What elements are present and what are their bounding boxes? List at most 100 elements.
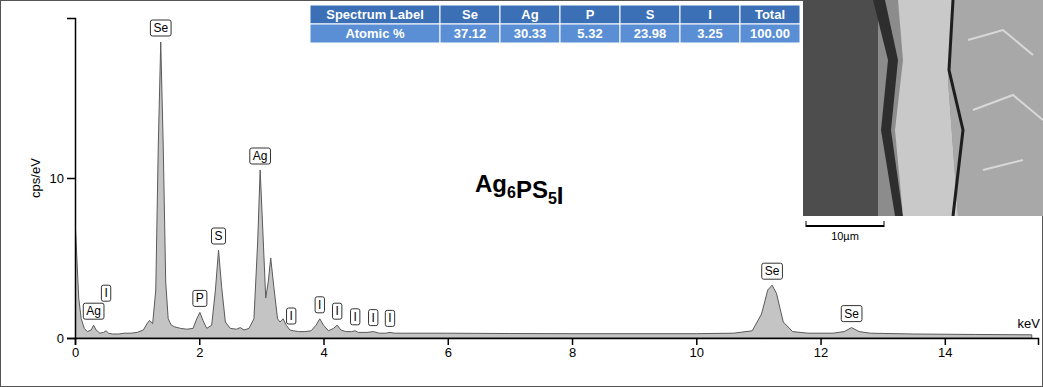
x-tick-label: 14: [938, 345, 952, 360]
scale-bar-end: [884, 221, 885, 227]
peak-label-text: I: [372, 311, 375, 325]
sem-grains: [948, 0, 1043, 216]
x-tick-label: 12: [814, 345, 828, 360]
table-header-text: Total: [755, 7, 785, 22]
peak-label-text: I: [104, 286, 107, 300]
table-cell-text: Atomic %: [345, 26, 405, 41]
scale-bar-label: 10µm: [831, 230, 859, 242]
peak-label-box: [762, 263, 783, 279]
x-tick-label: 0: [72, 345, 79, 360]
x-tick-label: 6: [445, 345, 452, 360]
title-text: PS: [516, 176, 548, 203]
table-cell: [310, 5, 440, 24]
table-cell: [740, 5, 800, 24]
peak-label-box: [83, 303, 104, 319]
x-tick: 2: [196, 338, 203, 360]
peak-label-text: I: [336, 304, 339, 318]
peak-label-box: [841, 306, 862, 322]
table-header-text: P: [586, 7, 595, 22]
peak-label-box: [250, 148, 271, 164]
x-tick-mark: [323, 338, 325, 345]
peak-label-text: I: [388, 311, 391, 325]
title-subscript: 5: [548, 190, 557, 207]
table-cell: [440, 5, 500, 24]
sem-bright-band: [895, 0, 958, 216]
table-cell: [680, 5, 740, 24]
peak-label: I: [369, 310, 378, 326]
x-tick: 8: [569, 338, 576, 360]
y-tick-label: 0: [57, 331, 64, 346]
peak-label: Ag: [250, 148, 271, 164]
peak-label-text: S: [215, 229, 223, 243]
table-header-text: Se: [462, 7, 478, 22]
table-cell: [620, 24, 680, 43]
peak-label-box: [150, 20, 171, 36]
peak-label-box: [351, 309, 360, 325]
x-tick-mark: [199, 338, 201, 345]
peak-label-text: I: [318, 298, 321, 312]
table-cell: [560, 24, 620, 43]
sem-dark-band: [803, 0, 878, 216]
table-cell: [740, 24, 800, 43]
table-cell: [500, 24, 560, 43]
y-tick: 0: [57, 331, 75, 346]
sem-grain-lines: [968, 30, 1043, 170]
x-tick: 10: [690, 338, 704, 360]
sem-base: [803, 0, 1043, 216]
peak-label: S: [212, 228, 226, 244]
sem-image: 10µm: [803, 0, 1043, 242]
background: [1, 1, 1043, 387]
peak-label-text: I: [354, 310, 357, 324]
chart-title: Ag6PS5I: [475, 170, 564, 209]
scale-bar-end: [806, 221, 807, 227]
table-cell-text: 37.12: [454, 26, 487, 41]
table-cell-text: 100.00: [750, 26, 790, 41]
peak-label: Se: [841, 306, 862, 322]
x-tick-label: 2: [196, 345, 203, 360]
x-tick: 4: [320, 338, 327, 360]
x-tick: 0: [72, 338, 79, 360]
peak-label-box: [101, 285, 110, 301]
x-tick-label: 4: [320, 345, 327, 360]
table-cell: [680, 24, 740, 43]
x-tick-label: 8: [569, 345, 576, 360]
peak-labels: AgISePSAgIIIIIISeSe: [83, 20, 862, 326]
table-cell: [620, 5, 680, 24]
x-axis-line: [76, 339, 1039, 346]
title-text: I: [557, 182, 564, 209]
x-axis-title: keV: [1018, 316, 1041, 331]
y-tick: 10: [50, 171, 75, 186]
title-subscript: 6: [507, 184, 516, 201]
peak-label: I: [385, 310, 394, 326]
y-tick-mark: [67, 338, 75, 340]
y-axis: 0 10: [50, 19, 76, 346]
peak-label-text: Ag: [253, 149, 268, 163]
peak-label: I: [287, 308, 296, 324]
table-cell: [560, 5, 620, 24]
y-axis-title: cps/eV: [28, 158, 43, 198]
table-cell: [310, 24, 440, 43]
x-tick-mark: [572, 338, 574, 345]
y-axis-line: [67, 19, 76, 339]
data-table: Spectrum LabelSeAgPSITotalAtomic %37.123…: [310, 5, 800, 43]
peak-label: P: [193, 290, 207, 306]
x-axis: 0 2 4 6 8 10 12 14: [72, 338, 1039, 360]
table-cell-text: 5.32: [577, 26, 602, 41]
x-tick: 12: [814, 338, 828, 360]
title-text: Ag: [475, 170, 507, 197]
sem-crack: [949, 0, 963, 216]
sem-image-content: [803, 0, 1043, 216]
peak-label: I: [333, 303, 342, 319]
table-cell-text: 3.25: [697, 26, 722, 41]
peak-label-box: [385, 310, 394, 326]
x-tick: 6: [445, 338, 452, 360]
peak-label-text: I: [290, 309, 293, 323]
peak-label-box: [333, 303, 342, 319]
peak-label-text: P: [196, 291, 204, 305]
scale-bar: [806, 225, 884, 227]
y-tick-mark: [67, 178, 75, 180]
peak-label-box: [193, 290, 207, 306]
peak-label-box: [315, 297, 324, 313]
peak-label-text: Se: [765, 264, 780, 278]
y-tick-label: 10: [50, 171, 64, 186]
